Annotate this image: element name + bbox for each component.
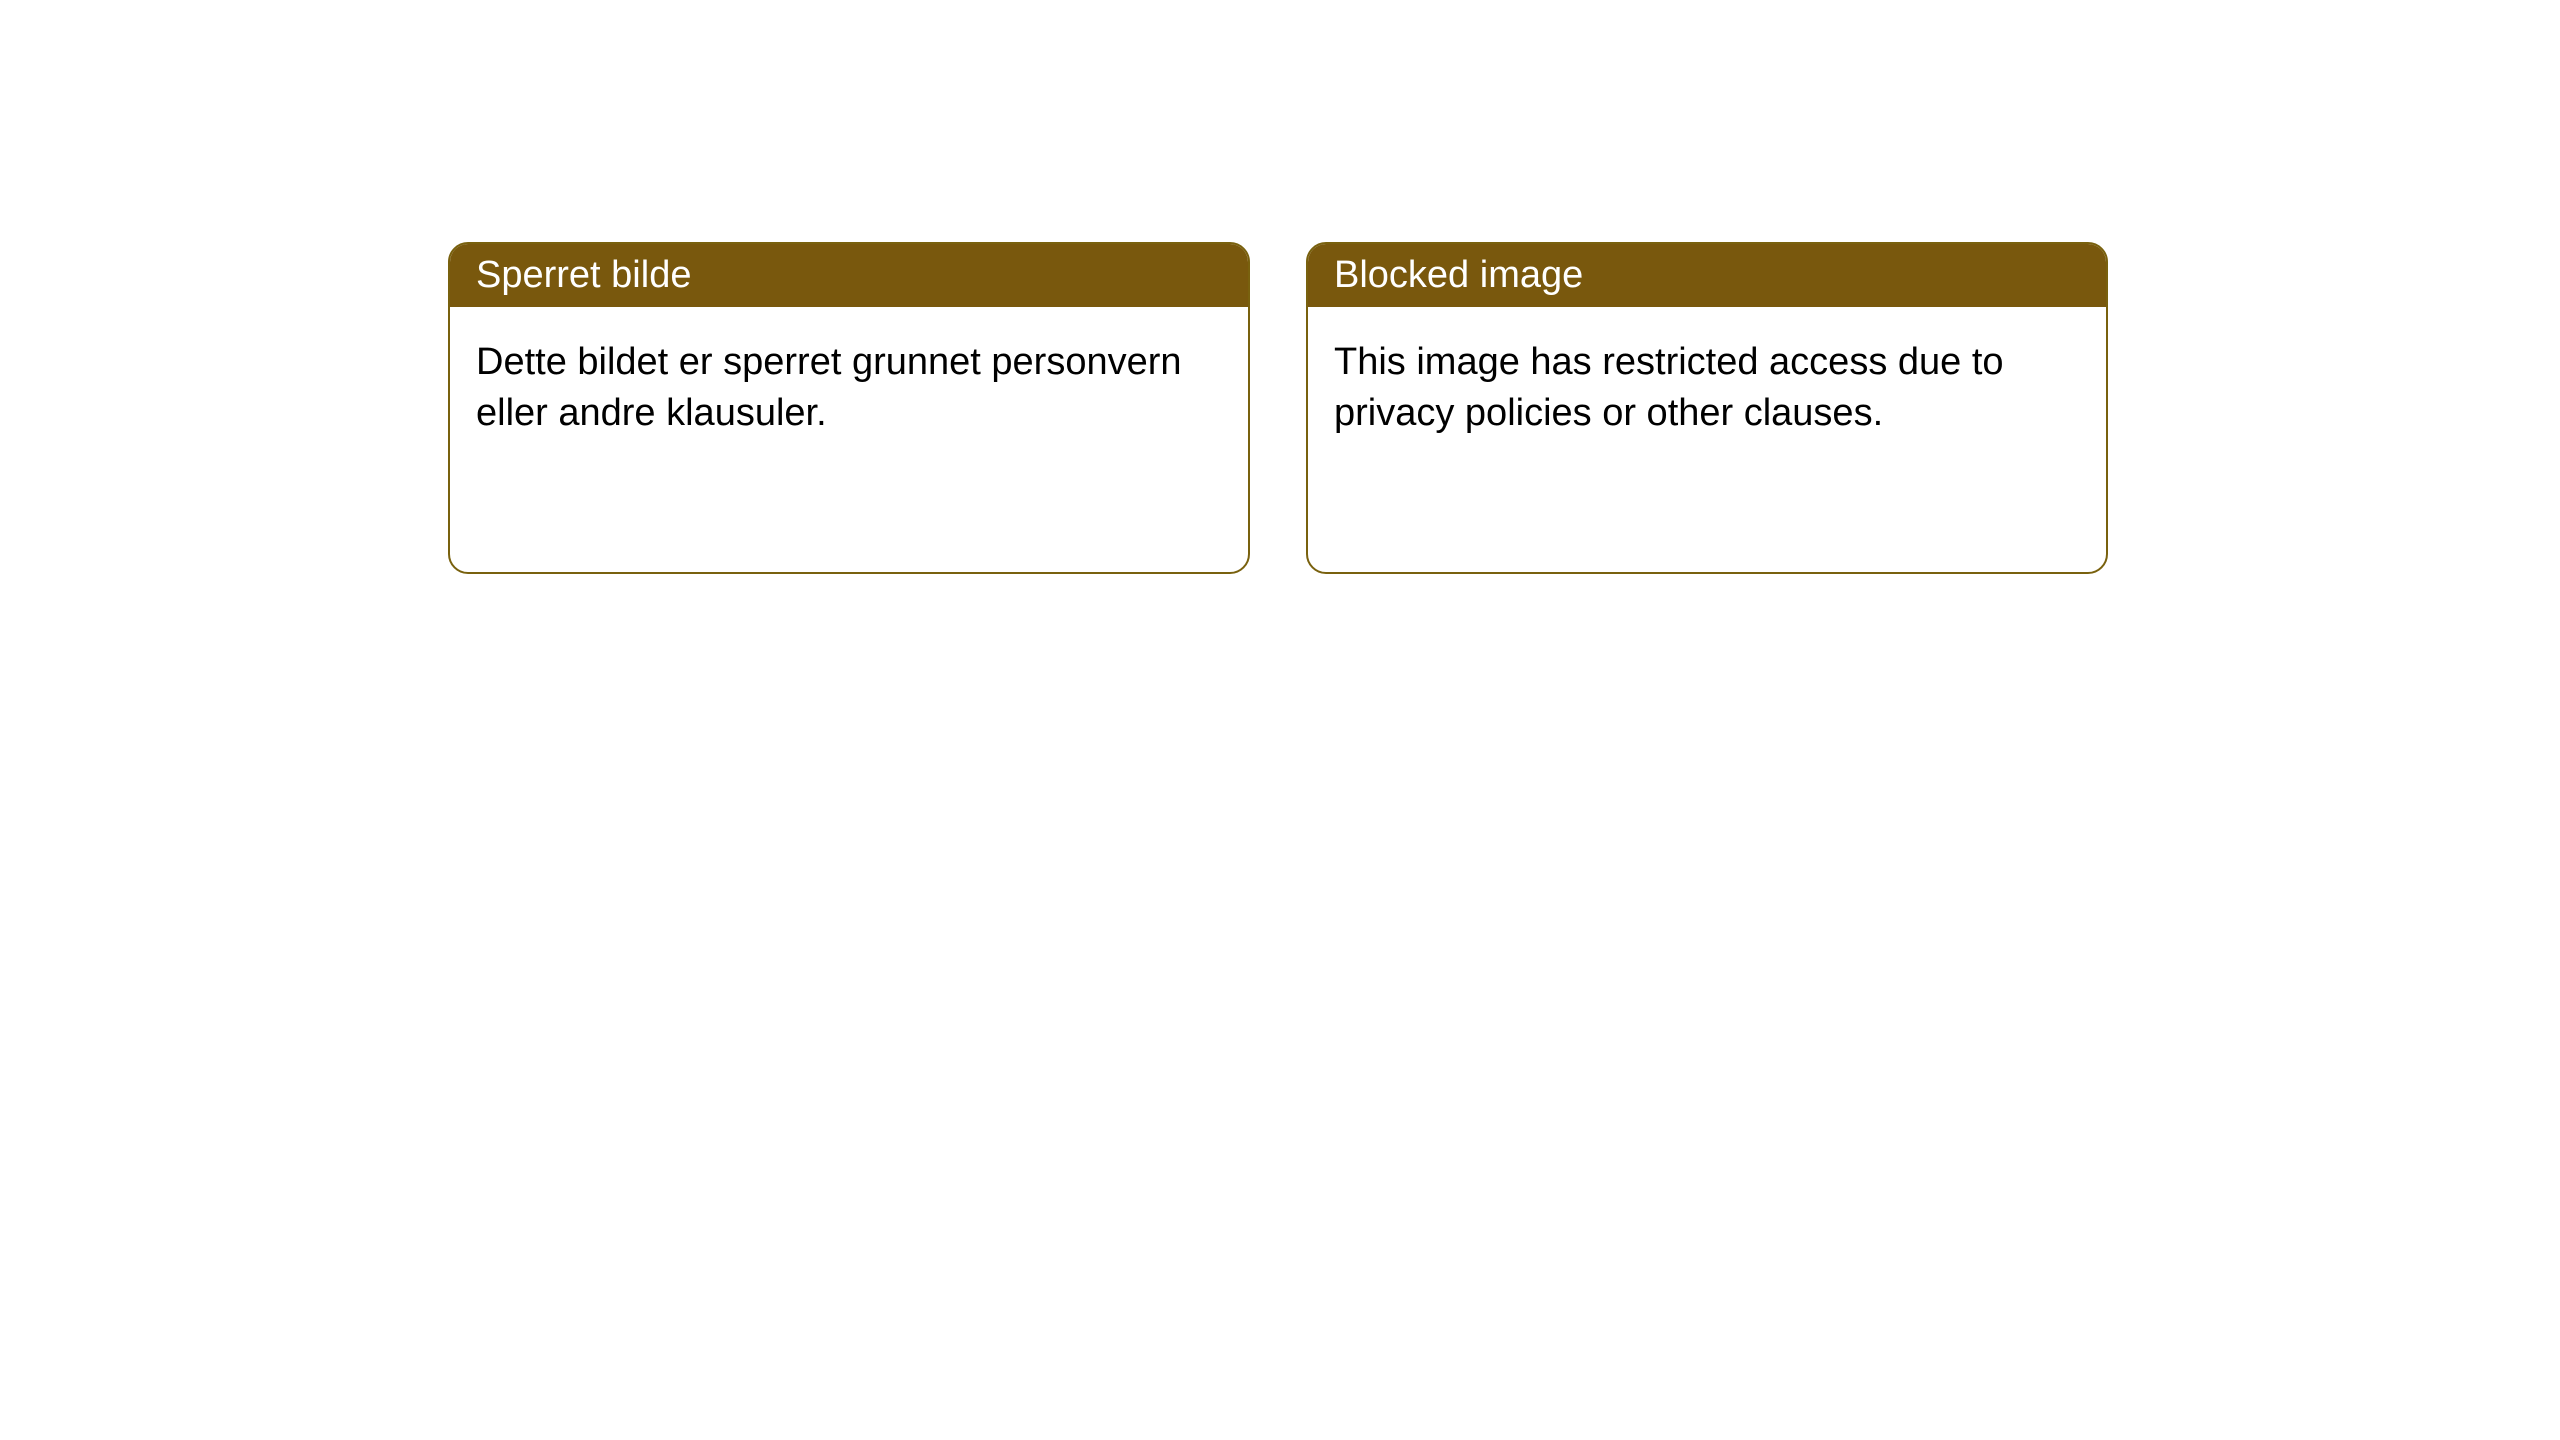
card-header: Sperret bilde: [450, 244, 1248, 307]
card-body: Dette bildet er sperret grunnet personve…: [450, 307, 1248, 470]
card-body: This image has restricted access due to …: [1308, 307, 2106, 470]
notice-cards-container: Sperret bilde Dette bildet er sperret gr…: [0, 0, 2560, 574]
card-title: Sperret bilde: [476, 254, 691, 296]
card-body-text: Dette bildet er sperret grunnet personve…: [476, 341, 1182, 434]
notice-card-norwegian: Sperret bilde Dette bildet er sperret gr…: [448, 242, 1250, 574]
card-body-text: This image has restricted access due to …: [1334, 341, 2004, 434]
notice-card-english: Blocked image This image has restricted …: [1306, 242, 2108, 574]
card-header: Blocked image: [1308, 244, 2106, 307]
card-title: Blocked image: [1334, 254, 1583, 296]
